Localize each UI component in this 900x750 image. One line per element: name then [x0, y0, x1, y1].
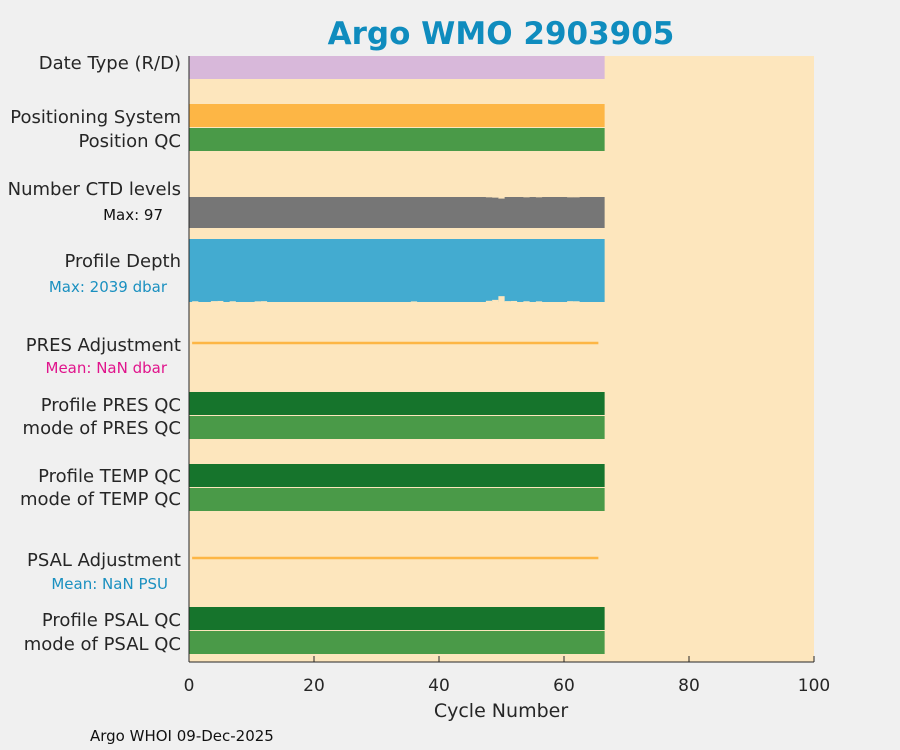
- footer-credit: Argo WHOI 09-Dec-2025: [90, 727, 274, 745]
- label-ctd-max: Max: 97: [103, 206, 163, 224]
- label-profile-pres-qc: Profile PRES QC: [41, 395, 181, 416]
- x-axis: 0 20 40 60 80 100: [184, 56, 830, 696]
- data-bars: [189, 56, 605, 654]
- x-tick-label-80: 80: [678, 676, 700, 696]
- chart-title: Argo WMO 2903905: [328, 16, 675, 52]
- row-labels: Date Type (R/D) Positioning System Positio…: [8, 53, 181, 655]
- label-depth-max: Max: 2039 dbar: [49, 278, 168, 296]
- bar-mode-pres-qc: [189, 416, 605, 439]
- label-mode-temp-qc: mode of TEMP QC: [20, 489, 181, 510]
- x-tick-label-60: 60: [553, 676, 575, 696]
- depth-notch-13: [535, 301, 543, 303]
- label-psal-mean: Mean: NaN PSU: [51, 575, 168, 593]
- bar-profile-pres-qc: [189, 392, 605, 415]
- bar-position-qc: [189, 128, 605, 151]
- depth-notch-0: [192, 301, 199, 303]
- label-pres-adjustment: PRES Adjustment: [26, 335, 181, 356]
- depth-notch-15: [573, 301, 580, 303]
- depth-notch-4: [254, 301, 261, 303]
- bar-ctd-levels: [189, 197, 605, 228]
- ctd-dip-3: [523, 196, 530, 198]
- ctd-dip-6: [573, 196, 580, 198]
- ctd-dip-2: [498, 196, 505, 199]
- ctd-dip-0: [485, 196, 493, 198]
- x-tick-label-0: 0: [184, 676, 195, 696]
- bar-profile-depth: [189, 239, 605, 302]
- ctd-dip-1: [492, 196, 499, 198]
- label-pres-mean: Mean: NaN dbar: [46, 359, 168, 377]
- x-tick-label-40: 40: [428, 676, 450, 696]
- x-tick-label-20: 20: [303, 676, 325, 696]
- depth-notch-7: [485, 300, 493, 303]
- label-psal-adjustment: PSAL Adjustment: [27, 550, 181, 571]
- ctd-dip-4: [535, 196, 543, 198]
- ctd-dip-5: [567, 196, 574, 198]
- bar-profile-psal-qc: [189, 607, 605, 630]
- bar-date-type: [189, 56, 605, 79]
- depth-notch-6: [410, 301, 418, 303]
- label-ctd-levels: Number CTD levels: [8, 179, 181, 200]
- bar-mode-temp-qc: [189, 488, 605, 511]
- label-mode-pres-qc: mode of PRES QC: [23, 418, 181, 439]
- depth-notch-1: [210, 301, 218, 303]
- bar-positioning-system: [189, 104, 605, 127]
- label-position-qc: Position QC: [78, 131, 181, 152]
- label-positioning-system: Positioning System: [10, 107, 181, 128]
- label-profile-depth: Profile Depth: [64, 251, 181, 272]
- depth-notch-8: [492, 299, 499, 303]
- depth-notch-5: [260, 301, 268, 303]
- bar-mode-psal-qc: [189, 631, 605, 654]
- depth-notch-14: [567, 301, 574, 303]
- x-axis-label: Cycle Number: [434, 700, 568, 722]
- depth-notch-9: [498, 296, 505, 303]
- plot-area: [189, 56, 814, 662]
- depth-notch-2: [217, 300, 224, 303]
- label-date-type: Date Type (R/D): [39, 53, 181, 74]
- depth-notch-11: [510, 300, 518, 303]
- label-profile-psal-qc: Profile PSAL QC: [42, 610, 181, 631]
- depth-notch-12: [523, 301, 530, 303]
- bar-profile-temp-qc: [189, 464, 605, 487]
- depth-notch-3: [229, 301, 236, 303]
- label-mode-psal-qc: mode of PSAL QC: [24, 634, 181, 655]
- depth-notch-10: [504, 301, 511, 303]
- label-profile-temp-qc: Profile TEMP QC: [38, 466, 181, 487]
- x-tick-label-100: 100: [798, 676, 830, 696]
